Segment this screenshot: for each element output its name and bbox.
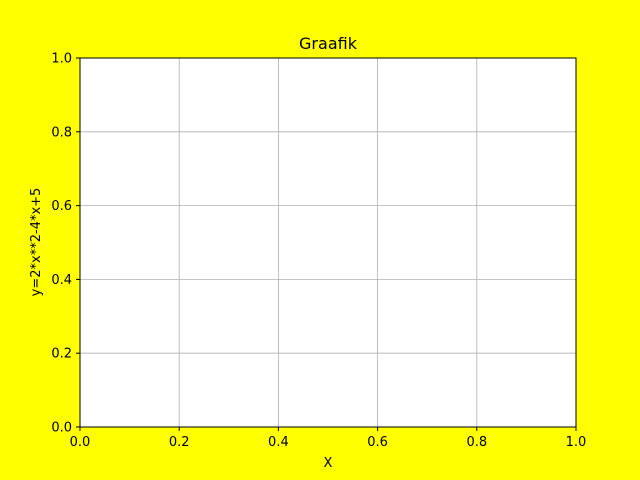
y-tick-label: 0.6 xyxy=(51,199,72,214)
y-tick-label: 0.8 xyxy=(51,125,72,140)
chart-title: Graafik xyxy=(299,34,358,53)
x-tick-label: 0.4 xyxy=(268,435,289,450)
y-tick-label: 0.4 xyxy=(51,273,72,288)
y-tick-label: 0.2 xyxy=(51,347,72,362)
plot-area xyxy=(80,58,576,427)
x-tick-label: 1.0 xyxy=(566,435,587,450)
y-axis-ticks: 0.0 0.2 0.4 0.6 0.8 1.0 xyxy=(51,52,80,436)
y-tick-label: 0.0 xyxy=(51,421,72,436)
x-axis-ticks: 0.0 0.2 0.4 0.6 0.8 1.0 xyxy=(70,427,587,450)
x-tick-label: 0.2 xyxy=(169,435,190,450)
x-tick-label: 0.0 xyxy=(70,435,91,450)
x-tick-label: 0.6 xyxy=(367,435,388,450)
plot-frame xyxy=(79,57,577,428)
x-axis-label: X xyxy=(324,456,333,471)
y-axis-label: y=2*x**2-4*x+5 xyxy=(29,188,44,297)
y-tick-label: 1.0 xyxy=(51,52,72,67)
x-tick-label: 0.8 xyxy=(466,435,487,450)
